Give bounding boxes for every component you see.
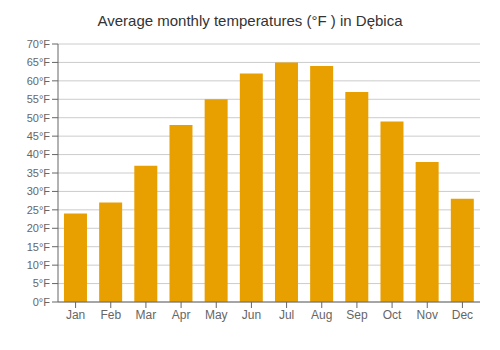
svg-text:Oct: Oct xyxy=(383,308,402,322)
svg-text:Feb: Feb xyxy=(100,308,121,322)
svg-text:Jan: Jan xyxy=(66,308,85,322)
svg-text:25°F: 25°F xyxy=(27,204,51,216)
svg-text:0°F: 0°F xyxy=(33,296,51,308)
svg-text:Nov: Nov xyxy=(417,308,438,322)
svg-text:5°F: 5°F xyxy=(33,277,51,289)
svg-text:10°F: 10°F xyxy=(27,259,51,271)
svg-text:Mar: Mar xyxy=(136,308,157,322)
svg-text:Sep: Sep xyxy=(346,308,368,322)
svg-text:55°F: 55°F xyxy=(27,93,51,105)
svg-text:65°F: 65°F xyxy=(27,56,51,68)
svg-text:Aug: Aug xyxy=(311,308,332,322)
svg-text:May: May xyxy=(205,308,228,322)
svg-text:30°F: 30°F xyxy=(27,185,51,197)
svg-text:20°F: 20°F xyxy=(27,222,51,234)
svg-text:15°F: 15°F xyxy=(27,241,51,253)
svg-text:40°F: 40°F xyxy=(27,148,51,160)
html-text:Average monthly temperatures (: Average monthly temperatures (°F ) in Dę… xyxy=(97,12,403,29)
svg-text:45°F: 45°F xyxy=(27,130,51,142)
svg-text:Dec: Dec xyxy=(452,308,473,322)
svg-text:Jun: Jun xyxy=(242,308,261,322)
svg-text:35°F: 35°F xyxy=(27,167,51,179)
svg-text:Jul: Jul xyxy=(279,308,294,322)
svg-text:50°F: 50°F xyxy=(27,112,51,124)
svg-text:70°F: 70°F xyxy=(27,38,51,50)
svg-text:Apr: Apr xyxy=(172,308,191,322)
svg-text:60°F: 60°F xyxy=(27,75,51,87)
